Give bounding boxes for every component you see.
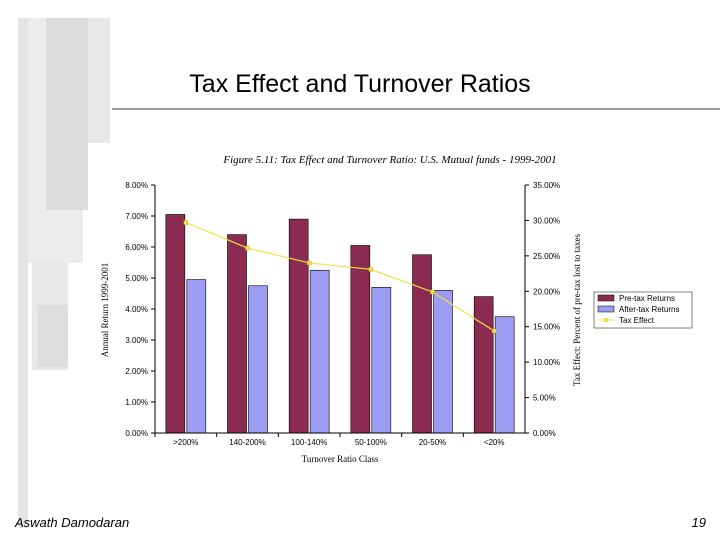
x-tick-label: <20%: [484, 438, 505, 447]
legend-label-pre-tax: Pre-tax Returns: [619, 294, 675, 303]
bar-after-tax: [248, 285, 268, 434]
x-tick-label: 140-200%: [229, 438, 265, 447]
x-tick-label: 20-50%: [419, 438, 447, 447]
legend-label-tax-effect: Tax Effect: [619, 316, 655, 325]
y2-tick-label: 0.00%: [533, 429, 556, 438]
decor-block-3: [46, 18, 88, 210]
bar-pre-tax: [165, 214, 186, 434]
y2-tick-label: 30.00%: [533, 216, 560, 225]
left-axis: 8.00% 7.00% 6.00% 5.00% 4.00% 3.00% 2.00% 1.00%…: [125, 181, 155, 438]
tax-effect-polyline: [185, 221, 495, 332]
tax-effect-point: [183, 220, 189, 225]
bar-pre-tax: [288, 218, 309, 434]
page-number: 19: [691, 515, 706, 530]
y-tick-label: 2.00%: [125, 367, 148, 376]
x-tick-label: 100-140%: [291, 438, 327, 447]
bar-pre-tax: [350, 245, 371, 434]
y2-tick-label: 15.00%: [533, 323, 560, 332]
decor-block-1: [18, 18, 28, 528]
x-axis: >200% 140-200% 100-140% 50-100% 20-50% <20%: [154, 433, 505, 447]
bar-pre-tax: [227, 234, 247, 434]
legend-swatch-pre-tax: [597, 294, 615, 302]
y-tick-label: 5.00%: [125, 274, 148, 283]
right-axis: 35.00% 30.00% 25.00% 20.00% 15.00% 10.00% 5.00…: [525, 181, 560, 438]
y2-tick-label: 10.00%: [533, 358, 560, 367]
bars: [165, 214, 515, 434]
chart-title: Figure 5.11: Tax Effect and Turnover Rat…: [222, 154, 556, 166]
y2-tick-label: 25.00%: [533, 252, 560, 261]
x-tick-label: 50-100%: [355, 438, 387, 447]
y-tick-label: 3.00%: [125, 336, 148, 345]
bar-after-tax: [371, 286, 392, 434]
tax-effect-point: [368, 267, 374, 272]
bar-after-tax: [433, 290, 453, 434]
decor-block-5: [88, 18, 110, 143]
slide-title: Tax Effect and Turnover Ratios: [189, 70, 531, 98]
tax-effect-point: [245, 245, 250, 251]
tax-effect-point: [430, 289, 435, 295]
bar-after-tax: [309, 269, 330, 434]
y-tick-label: 6.00%: [125, 243, 148, 252]
y-tick-label: 7.00%: [125, 212, 148, 221]
decor-block-6: [38, 305, 68, 367]
tax-effect-point: [306, 260, 312, 266]
tax-effect-point: [491, 328, 497, 334]
y2-tick-label: 5.00%: [533, 394, 556, 403]
x-axis-title: Turnover Ratio Class: [302, 454, 379, 464]
bar-after-tax: [494, 316, 515, 434]
y-axis-title: Annual Return 1999-2001: [100, 263, 110, 358]
y2-axis-title: Tax Effect: Percent of pre-tax lost to t…: [572, 234, 582, 386]
legend: Pre-tax Returns After-tax Returns Tax Ef…: [593, 291, 693, 329]
y2-tick-label: 20.00%: [533, 287, 560, 296]
y-tick-label: 1.00%: [125, 398, 148, 407]
y2-tick-label: 35.00%: [533, 181, 560, 190]
x-tick-label: >200%: [173, 438, 198, 447]
bar-after-tax: [186, 279, 207, 434]
title-divider: [112, 108, 720, 110]
y-tick-label: 8.00%: [125, 181, 148, 190]
tax-effect-line: [183, 220, 497, 334]
bar-pre-tax: [473, 296, 494, 434]
legend-marker-tax-effect: [604, 318, 608, 322]
y-tick-label: 4.00%: [125, 305, 148, 314]
y-tick-label: 0.00%: [125, 429, 148, 438]
legend-label-after-tax: After-tax Returns: [619, 305, 679, 314]
footer-author: Aswath Damodaran: [15, 515, 130, 530]
bar-pre-tax: [412, 254, 432, 434]
legend-swatch-after-tax: [597, 305, 615, 313]
